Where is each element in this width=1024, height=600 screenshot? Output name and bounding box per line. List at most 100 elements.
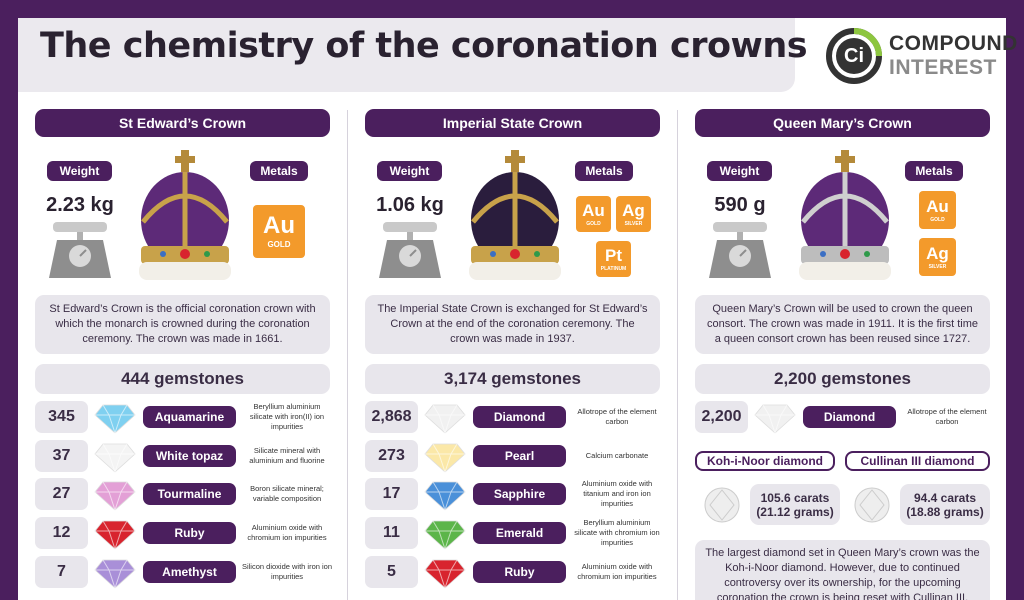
gem-icon	[94, 520, 136, 551]
gem-desc: Aluminium oxide with chromium ion impuri…	[577, 561, 657, 581]
metal-name: GOLD	[267, 240, 291, 249]
gem-name: Diamond	[473, 406, 566, 428]
gem-icon	[424, 443, 466, 474]
metal-name: PLATINUM	[600, 265, 627, 272]
carat-box: 94.4 carats (18.88 grams)	[900, 484, 990, 525]
crown-name: Imperial State Crown	[365, 109, 660, 137]
weight-label: Weight	[47, 161, 112, 181]
metals-label: Metals	[905, 161, 963, 181]
gem-icon	[424, 520, 466, 551]
gem-icon	[94, 559, 136, 590]
metal-tile: Au GOLD	[253, 205, 305, 258]
metal-name: GOLD	[930, 216, 945, 223]
logo-line1: COMPOUND	[889, 32, 1018, 55]
crown-image	[139, 150, 231, 280]
grams: (18.88 grams)	[906, 504, 984, 519]
gem-desc: Beryllium aluminium silicate with chromi…	[574, 518, 660, 548]
gem-name: Amethyst	[143, 560, 236, 583]
gem-name: Ruby	[143, 522, 236, 545]
description: St Edward’s Crown is the official corona…	[35, 295, 330, 354]
gem-count: 2,868	[365, 401, 418, 433]
gem-name: Aquamarine	[143, 406, 236, 428]
gem-desc: Allotrope of the element carbon	[577, 407, 657, 426]
gem-name: Diamond	[803, 406, 896, 428]
gem-count: 7	[35, 555, 88, 588]
diamond-icon	[704, 487, 740, 523]
gem-count: 37	[35, 439, 88, 472]
note: The largest diamond set in Queen Mary’s …	[695, 540, 990, 600]
crown-image	[469, 150, 561, 280]
metal-symbol: Au	[263, 212, 295, 239]
metal-symbol: Pt	[605, 245, 622, 265]
gemstone-total: 444 gemstones	[35, 364, 330, 394]
divider	[677, 110, 678, 600]
gem-desc: Boron silicate mineral; variable composi…	[250, 484, 324, 504]
metal-name: SILVER	[928, 263, 947, 270]
weight-value: 590 g	[714, 193, 766, 216]
diamond-icon	[854, 487, 890, 523]
description: Queen Mary’s Crown will be used to crown…	[695, 295, 990, 354]
gem-count: 12	[35, 517, 88, 550]
gemstone-total: 3,174 gemstones	[365, 364, 660, 394]
gem-desc: Silicate mineral with aluminium and fluo…	[249, 445, 325, 465]
metal-tile: Ag SILVER	[616, 196, 651, 232]
metals-label: Metals	[250, 161, 308, 181]
logo-ring	[826, 28, 882, 84]
divider	[347, 110, 348, 600]
gem-name: Tourmaline	[143, 483, 236, 506]
weight-label: Weight	[377, 161, 442, 181]
crown-name: St Edward’s Crown	[35, 109, 330, 137]
metal-symbol: Au	[582, 200, 605, 220]
gem-icon	[424, 559, 466, 590]
gem-name: Pearl	[473, 444, 566, 467]
weight-value: 1.06 kg	[376, 193, 444, 216]
metal-name: GOLD	[586, 220, 601, 227]
grams: (21.12 grams)	[756, 504, 834, 519]
logo-line2: INTEREST	[889, 56, 997, 79]
crown-image	[799, 150, 891, 280]
description: The Imperial State Crown is exchanged fo…	[365, 295, 660, 354]
scale-icon	[49, 222, 111, 278]
gem-count: 17	[365, 478, 418, 511]
gem-desc: Aluminium oxide with chromium ion impuri…	[247, 523, 327, 543]
weight-label: Weight	[707, 161, 772, 181]
metals-label: Metals	[575, 161, 633, 181]
crown-name: Queen Mary’s Crown	[695, 109, 990, 137]
carat-box: 105.6 carats (21.12 grams)	[750, 484, 840, 525]
gem-desc: Aluminium oxide with titanium and iron i…	[581, 479, 653, 509]
carats: 94.4 carats	[913, 490, 977, 505]
gem-desc: Allotrope of the element carbon	[907, 407, 987, 426]
carats: 105.6 carats	[760, 490, 830, 505]
metal-symbol: Ag	[926, 243, 949, 263]
gem-icon	[94, 404, 136, 435]
metal-tile: Ag SILVER	[919, 238, 956, 276]
metal-tile: Au GOLD	[576, 196, 611, 232]
gem-name: Sapphire	[473, 483, 566, 506]
gem-icon	[754, 404, 796, 435]
gem-count: 27	[35, 478, 88, 511]
gem-desc: Calcium carbonate	[585, 450, 649, 460]
scale-icon	[709, 222, 771, 278]
metal-symbol: Ag	[622, 200, 645, 220]
gem-name: White topaz	[143, 444, 236, 467]
gem-count: 11	[365, 517, 418, 550]
title-banner	[18, 18, 795, 92]
gem-desc: Silicon dioxide with iron ion impurities	[241, 561, 333, 581]
gem-icon	[424, 404, 466, 435]
gem-icon	[94, 443, 136, 474]
metal-tile: Au GOLD	[919, 191, 956, 229]
gem-name: Ruby	[473, 560, 566, 583]
gem-count: 345	[35, 401, 88, 433]
metal-symbol: Au	[926, 196, 949, 216]
gem-name: Emerald	[473, 522, 566, 545]
diamond-name: Koh-i-Noor diamond	[695, 451, 835, 471]
weight-value: 2.23 kg	[46, 193, 114, 216]
metal-name: SILVER	[624, 220, 643, 227]
gem-icon	[424, 481, 466, 512]
gemstone-total: 2,200 gemstones	[695, 364, 990, 394]
gem-count: 2,200	[695, 401, 748, 433]
gem-count: 273	[365, 439, 418, 472]
gem-desc: Beryllium aluminium silicate with iron(I…	[249, 402, 325, 431]
logo-mark: Ci	[844, 44, 864, 67]
